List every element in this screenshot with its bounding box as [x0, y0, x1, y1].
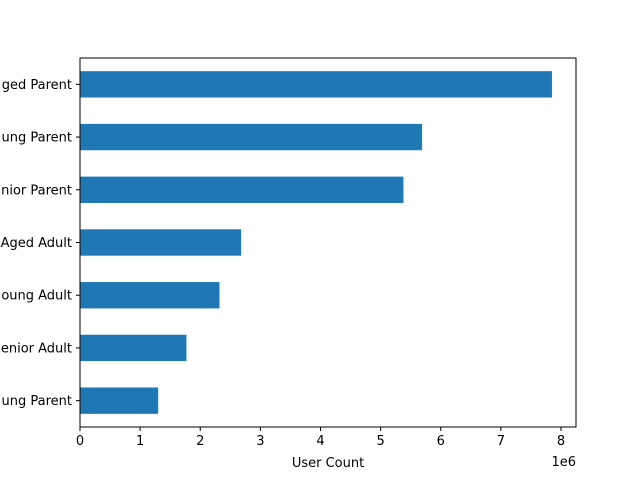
x-tick-label: 3 — [256, 434, 264, 449]
x-tick-label: 5 — [376, 434, 384, 449]
bar-5 — [80, 176, 404, 203]
bar-4 — [80, 229, 242, 256]
bar-1 — [80, 387, 159, 414]
y-tick-label: ung Parent — [2, 131, 72, 146]
x-axis-label: User Count — [292, 456, 364, 471]
x-tick-label: 2 — [196, 434, 204, 449]
x-tick-label: 7 — [497, 434, 505, 449]
bars — [80, 71, 552, 414]
y-tick-label: enior Adult — [1, 341, 72, 356]
y-axis-ticks: ung Parent enior Adult oung Adult Aged Adul… — [1, 78, 80, 409]
bar-3 — [80, 282, 220, 309]
x-offset-label: 1e6 — [551, 455, 576, 470]
plot-frame — [79, 57, 577, 428]
x-tick-label: 1 — [136, 434, 144, 449]
x-tick-label: 6 — [437, 434, 445, 449]
y-tick-label: oung Adult — [1, 289, 72, 304]
x-tick-label: 8 — [557, 434, 565, 449]
x-axis-ticks: 0 1 2 3 4 5 6 7 8 — [76, 427, 565, 449]
bar-2 — [80, 334, 187, 362]
x-tick-label: 0 — [76, 434, 84, 449]
bar-7 — [80, 71, 552, 98]
bar-6 — [80, 123, 423, 151]
y-tick-label: Aged Adult — [1, 236, 72, 251]
y-tick-label: nior Parent — [1, 183, 72, 198]
y-tick-label: ged Parent — [2, 78, 72, 93]
x-tick-label: 4 — [316, 434, 324, 449]
y-tick-label: ung Parent — [2, 394, 72, 409]
